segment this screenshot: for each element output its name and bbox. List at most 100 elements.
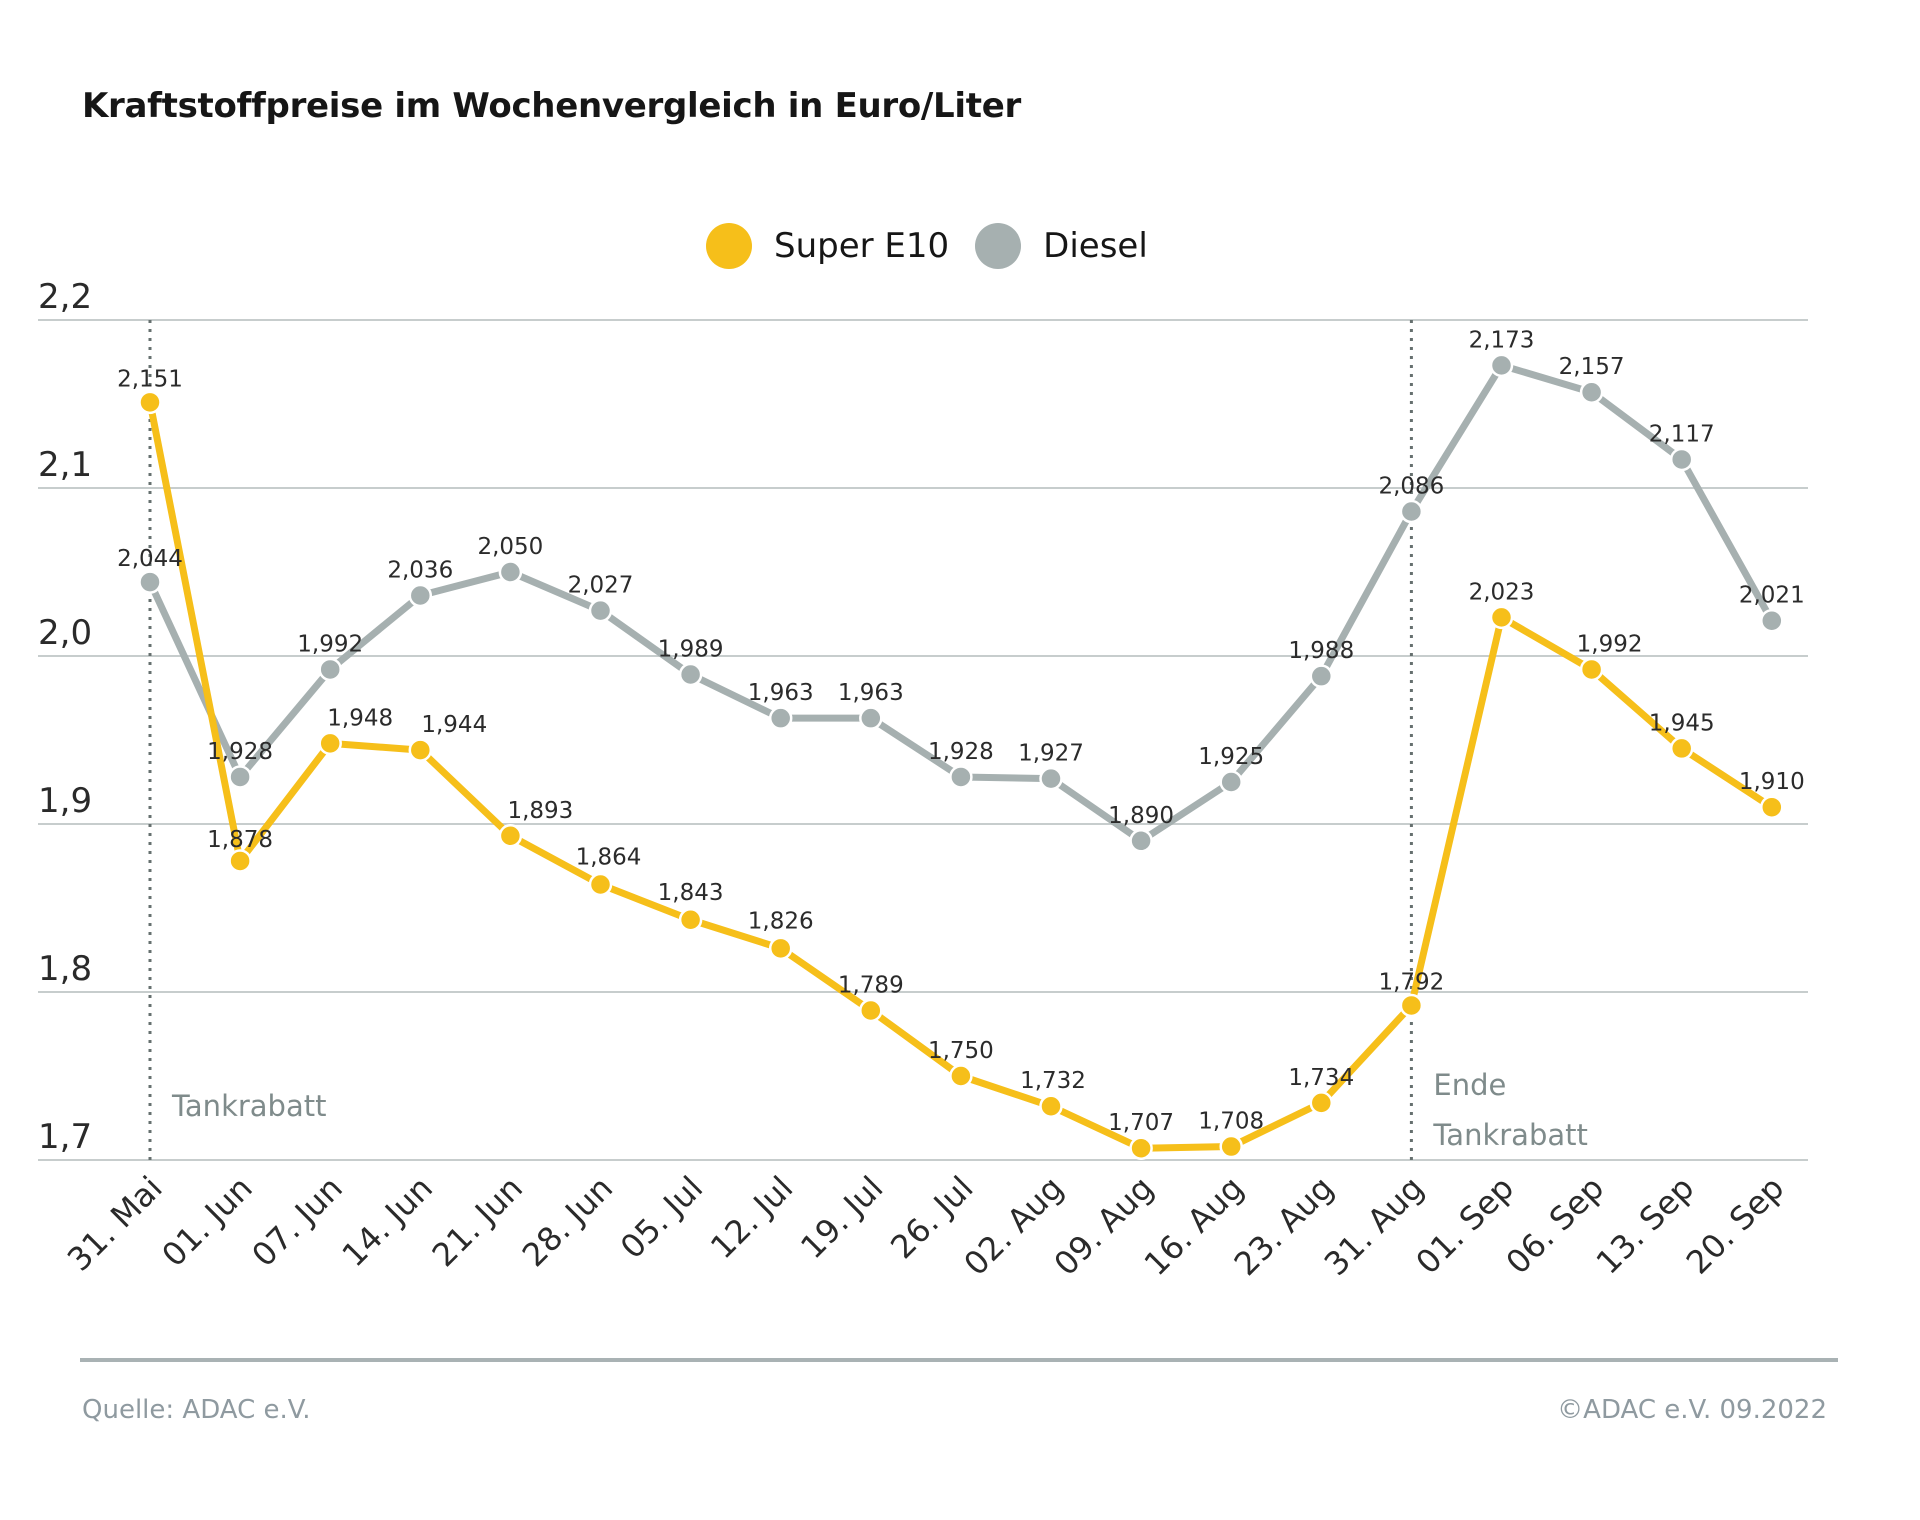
data-point-diesel — [1309, 664, 1334, 688]
data-label-diesel: 1,963 — [748, 680, 814, 706]
x-tick-label: 20. Sep — [1679, 1169, 1792, 1282]
data-point-super-e10 — [1489, 605, 1514, 630]
data-label-super-e10: 1,707 — [1108, 1110, 1174, 1136]
data-label-diesel: 2,050 — [477, 534, 543, 560]
y-tick-label: 2,2 — [38, 277, 92, 317]
data-point-diesel — [1579, 380, 1604, 404]
data-point-diesel — [859, 706, 883, 730]
data-point-diesel — [588, 598, 613, 623]
data-label-diesel: 2,044 — [117, 546, 183, 572]
chart-title: Kraftstoffpreise im Wochenvergleich in E… — [82, 86, 1021, 126]
x-tick-label: 14. Jun — [335, 1169, 440, 1274]
annotation-text: Tankrabatt — [171, 1089, 326, 1123]
legend-item-diesel: Diesel — [975, 223, 1148, 269]
data-label-diesel: 2,086 — [1378, 474, 1444, 500]
data-label-diesel: 2,173 — [1469, 327, 1535, 353]
x-tick-label: 01. Sep — [1408, 1169, 1521, 1282]
footer-divider — [80, 1358, 1838, 1362]
y-tick-label: 1,8 — [38, 949, 92, 989]
data-label-super-e10: 1,864 — [576, 844, 642, 870]
legend-marker-super-e10 — [706, 223, 752, 269]
data-point-diesel — [318, 657, 342, 682]
data-point-super-e10 — [1669, 736, 1694, 761]
legend: Super E10 Diesel — [706, 222, 1174, 270]
x-tick-label: 23. Aug — [1227, 1169, 1341, 1283]
data-label-diesel: 1,928 — [928, 739, 994, 765]
data-label-super-e10: 1,910 — [1739, 769, 1805, 795]
data-label-diesel: 1,992 — [297, 631, 363, 657]
data-point-diesel — [228, 765, 252, 789]
x-tick-label: 16. Aug — [1137, 1169, 1251, 1283]
x-tick-label: 05. Jul — [613, 1169, 710, 1266]
data-label-super-e10: 1,945 — [1649, 710, 1715, 736]
x-tick-label: 09. Aug — [1047, 1169, 1161, 1283]
data-point-diesel — [1219, 770, 1243, 794]
x-tick-label: 02. Aug — [956, 1169, 1070, 1283]
data-point-diesel — [1039, 766, 1063, 791]
legend-label-diesel: Diesel — [1043, 226, 1148, 266]
data-point-super-e10 — [1579, 657, 1604, 682]
data-label-super-e10: 1,792 — [1378, 969, 1444, 995]
x-tick-label: 01. Jun — [154, 1169, 259, 1274]
data-label-diesel: 2,021 — [1739, 583, 1805, 609]
data-point-super-e10 — [138, 390, 162, 415]
data-point-diesel — [1760, 608, 1784, 633]
data-point-diesel — [1669, 447, 1694, 472]
data-point-diesel — [1129, 829, 1153, 853]
data-point-super-e10 — [228, 849, 252, 873]
data-point-diesel — [408, 583, 433, 608]
data-label-super-e10: 1,734 — [1288, 1065, 1354, 1091]
data-point-super-e10 — [768, 936, 793, 961]
data-label-diesel: 1,988 — [1288, 638, 1354, 664]
data-point-diesel — [949, 765, 973, 789]
data-point-super-e10 — [588, 872, 613, 897]
x-tick-label: 31. Mai — [60, 1169, 170, 1279]
data-label-super-e10: 1,878 — [207, 827, 273, 853]
x-tick-label: 12. Jul — [703, 1169, 800, 1266]
copyright-note: ©ADAC e.V. 09.2022 — [1557, 1395, 1827, 1425]
data-label-super-e10: 1,789 — [838, 972, 904, 998]
data-label-super-e10: 1,948 — [327, 705, 393, 731]
data-label-super-e10: 1,826 — [748, 908, 814, 934]
data-point-super-e10 — [498, 824, 523, 848]
legend-item-super-e10: Super E10 — [706, 223, 949, 269]
y-tick-label: 1,9 — [38, 781, 92, 821]
data-label-diesel: 1,928 — [207, 739, 273, 765]
data-label-diesel: 1,989 — [658, 636, 724, 662]
legend-label-super-e10: Super E10 — [774, 226, 950, 266]
data-point-super-e10 — [1399, 993, 1424, 1018]
data-label-diesel: 2,117 — [1649, 421, 1715, 447]
annotation-text: Tankrabatt — [1432, 1118, 1587, 1152]
data-point-super-e10 — [318, 731, 342, 756]
data-label-diesel: 1,925 — [1198, 744, 1264, 770]
data-label-diesel: 2,036 — [387, 558, 453, 584]
data-label-super-e10: 2,023 — [1469, 579, 1535, 605]
data-label-super-e10: 1,944 — [421, 712, 487, 738]
data-label-diesel: 1,890 — [1108, 803, 1174, 829]
annotation-text: Ende — [1433, 1068, 1506, 1102]
y-tick-label: 1,7 — [38, 1117, 92, 1157]
data-label-super-e10: 1,708 — [1198, 1109, 1264, 1135]
data-label-super-e10: 1,750 — [928, 1038, 994, 1064]
data-label-diesel: 1,963 — [838, 680, 904, 706]
data-point-diesel — [678, 662, 703, 687]
y-tick-label: 2,0 — [38, 613, 92, 653]
x-tick-label: 13. Sep — [1589, 1169, 1702, 1282]
data-point-diesel — [1489, 353, 1514, 378]
data-point-super-e10 — [1129, 1136, 1153, 1160]
x-tick-label: 06. Sep — [1499, 1169, 1612, 1282]
data-point-super-e10 — [1219, 1134, 1243, 1159]
data-point-diesel — [138, 570, 162, 594]
x-tick-label: 21. Jun — [425, 1169, 530, 1274]
legend-marker-diesel — [975, 223, 1022, 269]
data-label-super-e10: 1,732 — [1020, 1068, 1086, 1094]
data-label-diesel: 2,027 — [568, 573, 634, 599]
data-label-diesel: 2,157 — [1559, 354, 1625, 380]
source-note: Quelle: ADAC e.V. — [82, 1395, 311, 1425]
data-point-diesel — [1399, 499, 1424, 524]
x-tick-label: 07. Jun — [244, 1169, 349, 1274]
x-tick-label: 28. Jun — [515, 1169, 620, 1274]
data-point-super-e10 — [949, 1064, 973, 1088]
data-point-super-e10 — [1039, 1094, 1063, 1118]
data-label-super-e10: 1,893 — [507, 798, 573, 824]
